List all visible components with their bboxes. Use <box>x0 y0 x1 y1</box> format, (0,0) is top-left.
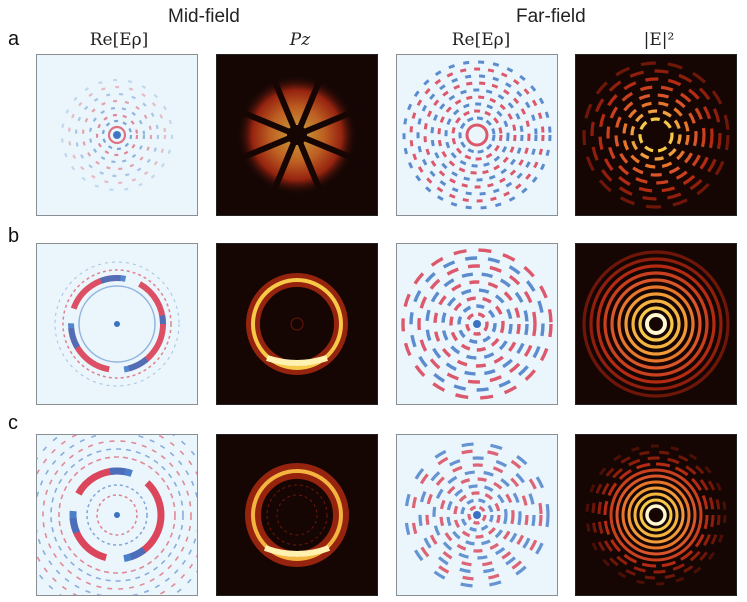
midfield-title: Mid-field <box>168 6 240 27</box>
panel-a-far-intensity <box>575 54 737 216</box>
intensity-pattern-image <box>217 435 377 595</box>
field-pattern-image <box>37 244 197 404</box>
column-label-text: Re[Eρ] <box>89 30 149 50</box>
field-pattern-image <box>37 435 197 595</box>
row-label-c: c <box>8 412 18 434</box>
panel-b-mid-field <box>36 243 198 405</box>
intensity-pattern-image <box>217 244 377 404</box>
farfield-title: Far-field <box>516 6 586 27</box>
column-label-text: Pz <box>289 30 311 50</box>
intensity-pattern-image <box>576 244 736 404</box>
panel-b-far-intensity <box>575 243 737 405</box>
field-pattern-image <box>37 55 197 215</box>
panel-c-mid-field <box>36 434 198 596</box>
column-label-text: |E|² <box>643 30 675 50</box>
panel-b-far-field <box>396 243 558 405</box>
panel-a-mid-field <box>36 54 198 216</box>
row-label-a: a <box>8 28 20 50</box>
column-label-far-intensity: |E|² <box>574 30 744 50</box>
panel-c-far-field <box>396 434 558 596</box>
row-label-b: b <box>8 225 20 247</box>
column-label-mid-pz: Pz <box>215 30 385 50</box>
field-pattern-image <box>397 244 557 404</box>
intensity-pattern-image <box>576 55 736 215</box>
panel-b-mid-pz <box>216 243 378 405</box>
column-label-mid-re: Re[Eρ] <box>34 30 204 50</box>
panel-a-far-field <box>396 54 558 216</box>
field-pattern-image <box>397 435 557 595</box>
column-label-far-re: Re[Eρ] <box>396 30 566 50</box>
intensity-pattern-image <box>576 435 736 595</box>
panel-c-far-intensity <box>575 434 737 596</box>
panel-c-mid-pz <box>216 434 378 596</box>
intensity-pattern-image <box>217 55 377 215</box>
column-label-text: Re[Eρ] <box>451 30 511 50</box>
field-pattern-image <box>397 55 557 215</box>
panel-a-mid-pz <box>216 54 378 216</box>
